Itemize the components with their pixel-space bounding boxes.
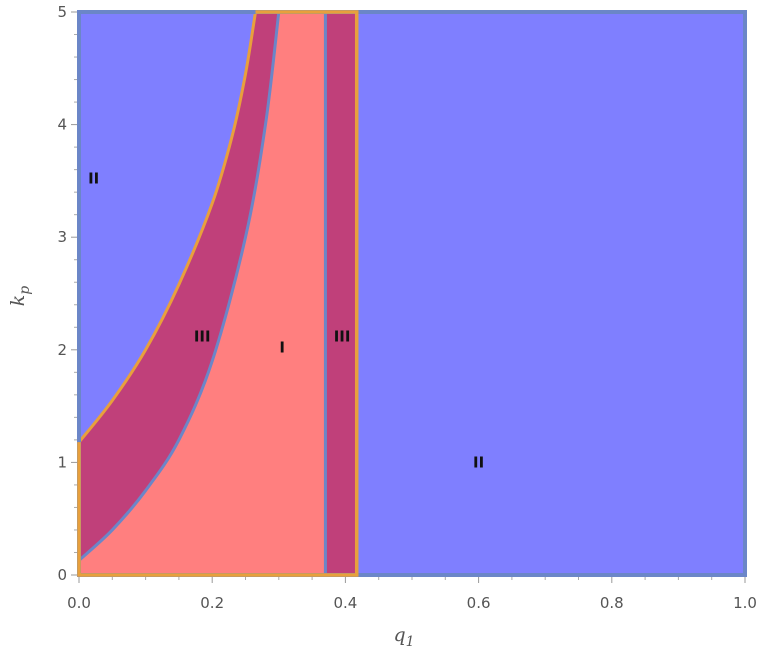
region-label: I — [279, 339, 285, 357]
x-axis-label-main: q — [393, 624, 405, 646]
x-axis-label: q1 — [393, 624, 414, 650]
x-axis-label-sub: 1 — [406, 634, 415, 650]
region-iii-strip — [325, 12, 357, 575]
stable-region-border — [77, 10, 359, 577]
plot-regions — [77, 11, 745, 575]
y-tick-label: 2 — [57, 341, 67, 359]
region-i-area — [79, 12, 326, 575]
region-label: III — [334, 327, 351, 345]
y-axis-label: kp — [7, 286, 33, 307]
x-tick-label: 0.0 — [67, 594, 91, 612]
y-axis-label-main: k — [7, 295, 29, 307]
x-tick-label: 0.8 — [600, 594, 624, 612]
x-tick-label: 0.2 — [200, 594, 224, 612]
x-tick-label: 1.0 — [733, 594, 757, 612]
x-axis-ticks: 0.0 0.2 0.4 0.6 0.8 1.0 — [67, 577, 757, 612]
y-axis-ticks: 0 1 2 3 4 5 — [57, 3, 77, 584]
y-tick-label: 0 — [57, 566, 67, 584]
region-label: II — [473, 453, 484, 471]
outer-boundary-curve — [77, 11, 257, 444]
plot-frame — [77, 10, 747, 577]
y-tick-label: 5 — [57, 3, 67, 21]
region-label: III — [194, 327, 211, 345]
x-tick-label: 0.4 — [333, 594, 357, 612]
region-label: II — [88, 170, 99, 188]
inner-boundary-curve — [77, 11, 281, 562]
y-axis-label-sub: p — [17, 286, 33, 295]
y-tick-label: 4 — [57, 116, 67, 134]
plot-border — [77, 10, 747, 577]
y-tick-label: 3 — [57, 228, 67, 246]
x-tick-label: 0.6 — [467, 594, 491, 612]
y-tick-label: 1 — [57, 453, 67, 471]
